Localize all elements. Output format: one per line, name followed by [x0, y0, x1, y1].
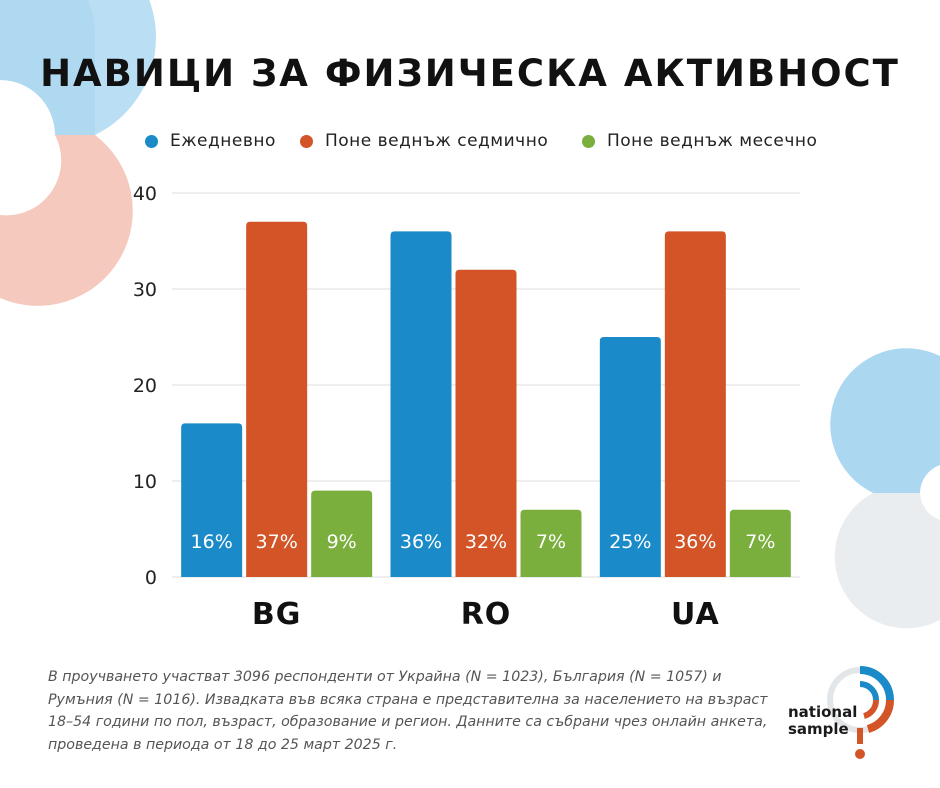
bar — [246, 221, 308, 578]
bar-chart: 0 10 20 30 40 16% 37% 9% BG 36% 32% 7% RO 25% 36% 7% UA — [133, 183, 800, 632]
footnote: В проучването участват 3096 респонденти … — [48, 669, 768, 753]
bar — [520, 509, 582, 577]
legend-weekly-icon — [300, 134, 313, 148]
bar — [455, 269, 517, 577]
y-tick-label: 30 — [133, 279, 157, 301]
chart-legend: Ежедневно Поне веднъж седмично Поне ведн… — [0, 131, 940, 157]
legend-label-daily: Ежедневно — [170, 131, 276, 151]
legend-daily-icon — [145, 134, 158, 148]
bar-value-label: 36% — [400, 531, 442, 553]
national-sample-logo: national sample — [788, 666, 908, 761]
legend-item-weekly: Поне веднъж седмично — [300, 131, 548, 151]
bar — [181, 423, 243, 577]
bar-value-label: 37% — [256, 531, 298, 553]
y-tick-label: 0 — [145, 567, 157, 589]
bar-value-label: 32% — [465, 531, 507, 553]
logo-text-line2: sample — [788, 720, 849, 738]
chart-title: НАВИЦИ ЗА ФИЗИЧЕСКА АКТИВНОСТ — [40, 52, 900, 95]
logo-text-line1: national — [788, 703, 858, 721]
legend-item-monthly: Поне веднъж месечно — [582, 131, 817, 151]
bar — [729, 509, 791, 577]
x-category-label: UA — [671, 597, 720, 632]
bar-value-label: 9% — [327, 531, 357, 553]
right-decorative-ring — [830, 348, 940, 629]
bar-value-label: 16% — [191, 531, 233, 553]
y-tick-label: 40 — [133, 183, 157, 205]
national-sample-logo-icon — [827, 666, 895, 759]
legend-label-weekly: Поне веднъж седмично — [325, 131, 549, 151]
x-category-label: RO — [461, 597, 512, 632]
bar — [390, 231, 452, 577]
x-category-label: BG — [252, 597, 302, 632]
legend-label-monthly: Поне веднъж месечно — [607, 131, 818, 151]
bar-value-label: 7% — [745, 531, 775, 553]
y-tick-label: 20 — [133, 375, 157, 397]
bar-value-label: 36% — [674, 531, 716, 553]
bar-value-label: 7% — [536, 531, 566, 553]
y-tick-label: 10 — [133, 471, 157, 493]
top-left-decorative-ring — [0, 0, 156, 306]
legend-item-daily: Ежедневно — [145, 131, 276, 151]
bar — [599, 337, 661, 577]
legend-monthly-icon — [582, 134, 595, 148]
bar — [311, 490, 373, 577]
bar — [664, 231, 726, 577]
bar-value-label: 25% — [609, 531, 651, 553]
